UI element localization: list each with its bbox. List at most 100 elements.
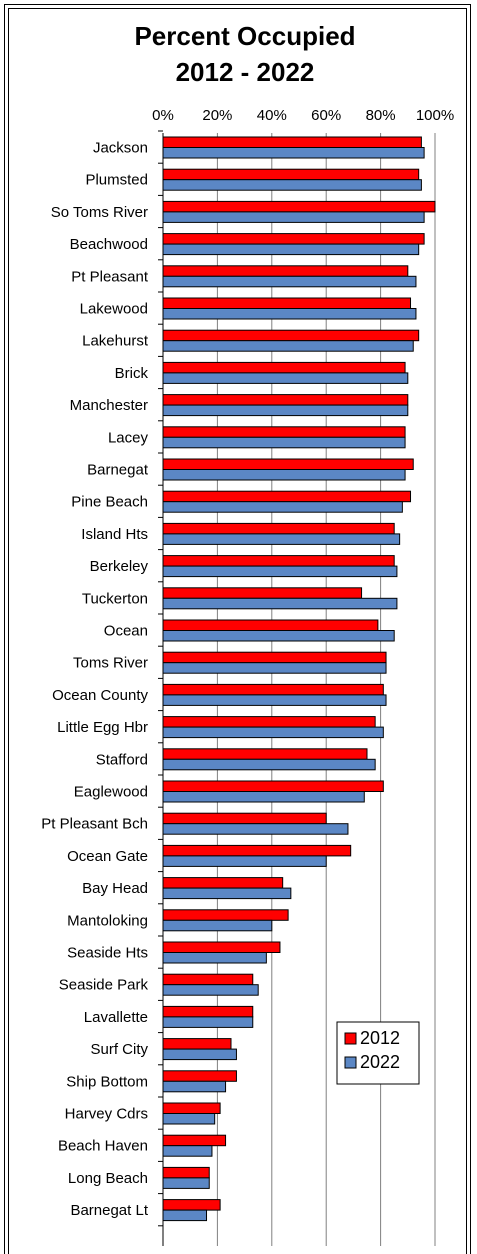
bar-2012 <box>162 683 384 696</box>
category-label: Ship Bottom <box>66 1073 148 1090</box>
category-label: So Toms River <box>51 204 148 221</box>
bar-2022 <box>162 501 403 513</box>
bar-2022 <box>162 952 267 964</box>
bar-2022 <box>162 243 420 256</box>
category-label: Brick <box>115 365 149 382</box>
category-label: Lacey <box>108 429 149 446</box>
bar-2022 <box>162 1145 213 1157</box>
bar-2012 <box>162 1070 237 1082</box>
bar-2022 <box>162 275 417 288</box>
bar-2012 <box>162 394 409 406</box>
legend-swatch-2022 <box>344 1056 357 1069</box>
bar-2022 <box>162 597 398 610</box>
category-label: Eaglewood <box>74 784 148 801</box>
category-label: Jackson <box>93 140 148 157</box>
bar-2012 <box>162 265 409 277</box>
category-label: Pt Pleasant <box>71 268 149 285</box>
bar-2022 <box>162 404 409 417</box>
bar-2012 <box>162 522 395 535</box>
bar-2022 <box>162 726 384 739</box>
bar-2012 <box>162 1102 221 1114</box>
bar-2012 <box>162 812 327 825</box>
category-label: Pine Beach <box>71 494 148 511</box>
chart-title: Percent Occupied <box>134 21 355 51</box>
bar-2022 <box>162 694 387 706</box>
bar-2012 <box>162 619 379 631</box>
legend-label: 2012 <box>360 1028 400 1048</box>
x-tick-label: 80% <box>366 107 396 124</box>
bar-2012 <box>162 973 254 986</box>
category-label: Beach Haven <box>58 1138 148 1155</box>
legend-swatch-2012 <box>344 1032 357 1045</box>
bar-2012 <box>162 1038 232 1050</box>
bar-2012 <box>162 651 387 664</box>
bar-2012 <box>162 1134 227 1147</box>
bar-2022 <box>162 630 395 642</box>
bar-2012 <box>162 329 420 342</box>
bar-2022 <box>162 758 376 771</box>
category-label: Seaside Hts <box>67 945 148 962</box>
bar-2022 <box>162 1113 216 1125</box>
chart-subtitle: 2012 - 2022 <box>176 57 315 87</box>
x-tick-label: 20% <box>202 107 232 124</box>
bar-2022 <box>162 791 365 803</box>
bar-2022 <box>162 1080 227 1093</box>
bar-2012 <box>162 587 363 599</box>
category-label: Barnegat Lt <box>70 1202 148 1219</box>
bar-2012 <box>162 297 412 309</box>
bar-2022 <box>162 211 425 223</box>
bar-2022 <box>162 855 327 867</box>
inner-frame <box>8 8 467 1254</box>
bar-2022 <box>162 1209 208 1222</box>
legend: 2012 2022 <box>336 1021 420 1085</box>
bar-2022 <box>162 984 259 996</box>
bar-2022 <box>162 1177 210 1189</box>
x-axis-ticks: 0% 20% 40% 60% 80% 100% <box>152 107 454 124</box>
bar-2012 <box>162 909 289 921</box>
bar-2012 <box>162 780 384 792</box>
legend-box <box>336 1021 420 1085</box>
category-label: Lavallette <box>84 1009 148 1026</box>
bar-2012 <box>162 136 422 148</box>
x-tick-label: 0% <box>152 107 174 124</box>
category-labels: Jackson Plumsted So Toms River Beachwood Pt … <box>41 140 149 1220</box>
bar-2022 <box>162 436 406 449</box>
category-label: Lakewood <box>80 301 148 318</box>
bar-2022 <box>162 469 406 481</box>
bar-2022 <box>162 308 417 320</box>
category-label: Manchester <box>70 397 148 414</box>
category-label: Little Egg Hbr <box>57 719 148 736</box>
bar-2012 <box>162 716 376 728</box>
x-tick-label: 100% <box>416 107 454 124</box>
bar-2012 <box>162 490 412 503</box>
bar-2012 <box>162 200 436 213</box>
bar-2012 <box>162 1005 254 1018</box>
bar-2012 <box>162 233 425 245</box>
bar-2022 <box>162 565 398 578</box>
category-label: Bay Head <box>82 880 148 897</box>
category-label: Barnegat <box>87 462 149 479</box>
category-label: Mantoloking <box>67 912 148 929</box>
outer-frame <box>4 4 471 1254</box>
bar-2022 <box>162 662 387 674</box>
x-tick-label: 60% <box>311 107 341 124</box>
legend-label: 2022 <box>360 1052 400 1072</box>
bar-2022 <box>162 533 401 545</box>
bar-2022 <box>162 823 349 835</box>
bar-2022 <box>162 919 273 932</box>
bar-2012 <box>162 361 406 374</box>
bar-2012 <box>162 941 281 953</box>
bar-2012 <box>162 748 368 760</box>
x-tick-label: 40% <box>257 107 287 124</box>
category-label: Island Hts <box>81 526 148 543</box>
bar-2022 <box>162 372 409 384</box>
category-label: Lakehurst <box>82 333 149 350</box>
bar-2012 <box>162 426 406 438</box>
bar-2012 <box>162 844 352 857</box>
bar-2012 <box>162 458 414 470</box>
bar-2022 <box>162 887 292 900</box>
category-label: Stafford <box>96 751 148 768</box>
category-label: Ocean <box>104 623 148 640</box>
category-label: Pt Pleasant Bch <box>41 816 148 833</box>
